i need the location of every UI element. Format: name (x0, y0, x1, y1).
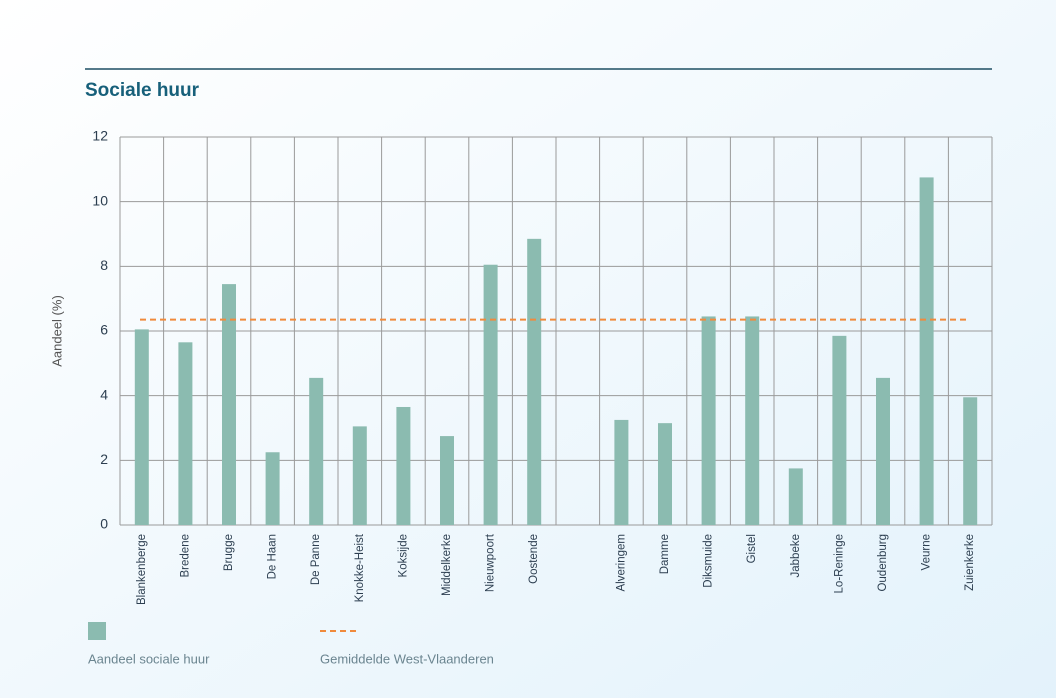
legend-swatch (88, 622, 106, 640)
bar (483, 264, 498, 525)
x-tick-label: Damme (659, 534, 671, 574)
bar (658, 423, 672, 525)
x-tick-label: De Panne (310, 534, 322, 585)
x-tick-label: Knokke-Heist (354, 533, 366, 602)
bar (527, 238, 542, 525)
bar (265, 452, 280, 525)
bar (396, 406, 411, 525)
bar (963, 397, 978, 525)
bar (440, 436, 454, 525)
x-tick-label: Nieuwpoort (485, 533, 497, 592)
x-tick-label: De Haan (267, 534, 279, 579)
x-tick-label: Oudenburg (877, 534, 889, 592)
bar (788, 468, 803, 525)
x-tick-label: Diksmuide (703, 534, 715, 588)
x-tick-label: Lo-Reninge (833, 534, 845, 593)
y-tick-label: 10 (92, 192, 108, 208)
x-tick-label: Koksijde (397, 534, 409, 577)
y-tick-label: 6 (100, 322, 108, 338)
x-tick-label: Jabbeke (790, 534, 802, 577)
y-tick-label: 0 (100, 516, 108, 532)
x-tick-label: Oostende (528, 534, 540, 584)
x-tick-label: Bredene (179, 534, 191, 577)
bar (919, 177, 934, 525)
chart-title: Sociale huur (85, 80, 200, 101)
bar (309, 377, 324, 525)
bar (614, 419, 629, 525)
x-tick-label: Blankenberge (136, 534, 148, 605)
legend-label: Aandeel sociale huur (88, 651, 210, 666)
y-tick-label: 2 (100, 451, 108, 467)
bar (876, 377, 890, 525)
legend-label: Gemiddelde West-Vlaanderen (320, 651, 494, 666)
bar (222, 284, 236, 525)
bar (701, 316, 716, 525)
x-tick-label: Gistel (746, 534, 758, 563)
x-tick-label: Zuienkerke (964, 534, 976, 591)
y-axis-label: Aandeel (%) (49, 295, 64, 367)
bar (352, 426, 367, 525)
x-tick-label: Brugge (223, 534, 235, 571)
y-tick-label: 4 (100, 386, 108, 402)
x-tick-label: Veurne (921, 534, 933, 570)
y-tick-label: 12 (92, 128, 108, 144)
bar (832, 335, 847, 525)
bar (745, 316, 760, 525)
x-tick-label: Middelkerke (441, 534, 453, 596)
bar (178, 342, 193, 525)
x-tick-label: Alveringem (615, 534, 627, 592)
y-tick-label: 8 (100, 257, 108, 273)
bar (134, 329, 149, 525)
